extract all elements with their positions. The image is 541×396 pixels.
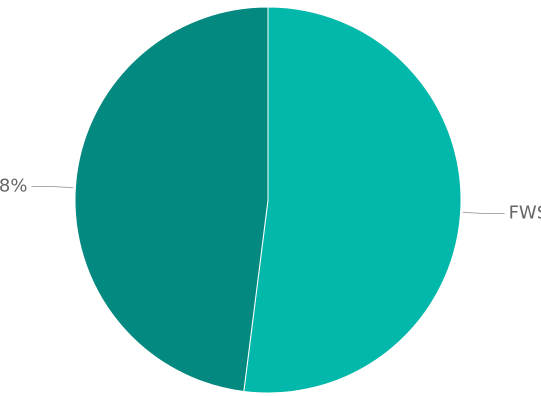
label-category: FWS [509, 202, 541, 223]
label-value: 48% [0, 176, 27, 197]
pie-slice [243, 6, 462, 394]
data-label: FWS52% [509, 202, 541, 223]
data-label: FS48% [0, 176, 27, 197]
leader-line [462, 211, 505, 214]
leader-line [31, 186, 74, 189]
pie-slice [74, 6, 269, 393]
